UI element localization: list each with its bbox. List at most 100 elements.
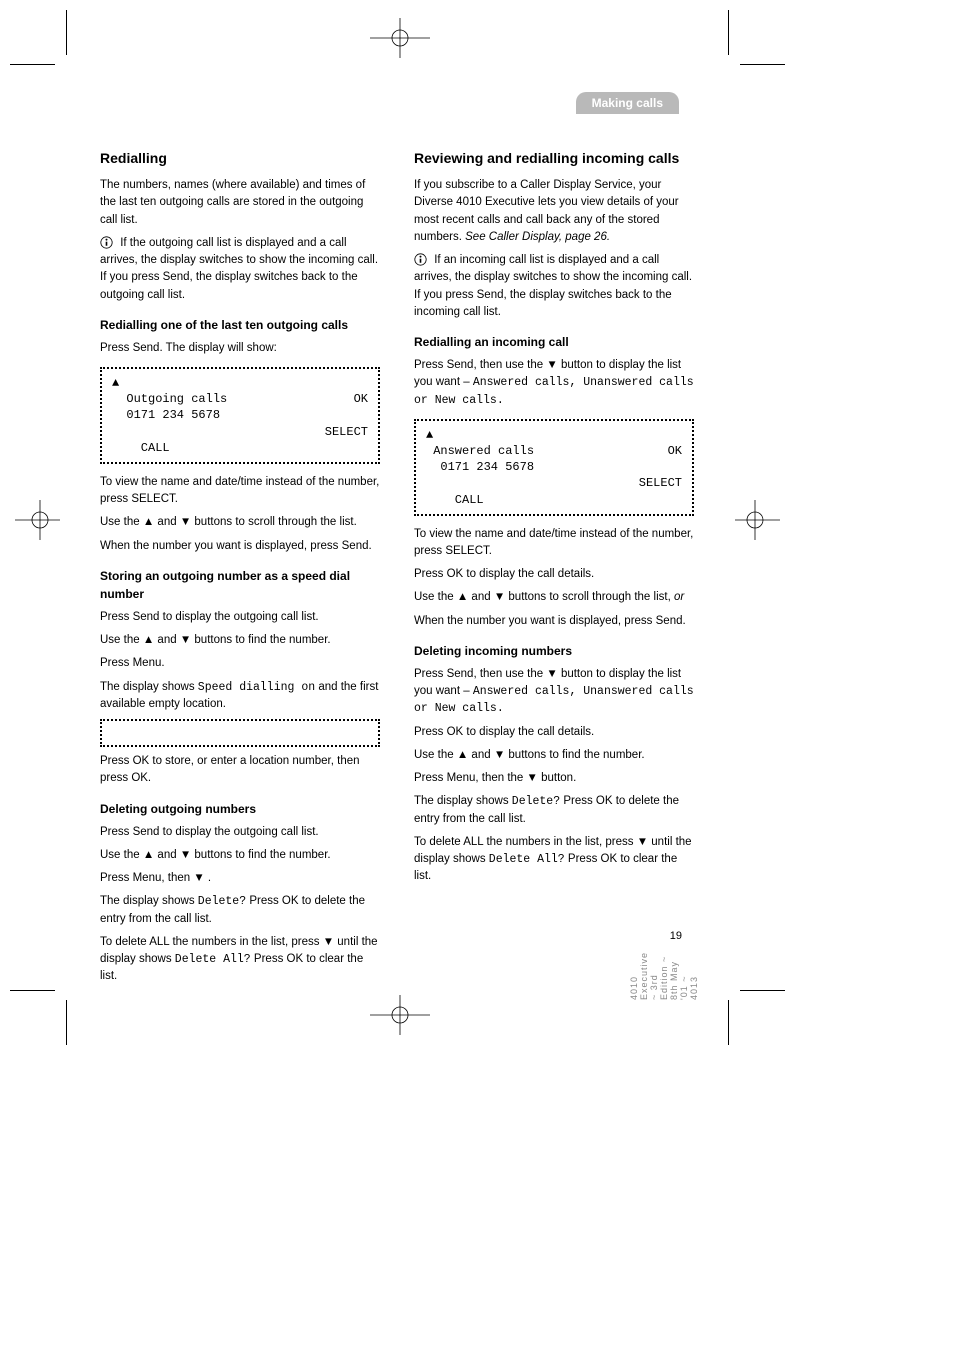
lcd-answered: ▲ Answered calls OK 0171 234 5678 SELECT… <box>414 419 694 516</box>
down-icon: ▼ <box>494 591 505 603</box>
down-icon: ▼ <box>494 749 505 761</box>
incoming-intro: If you subscribe to a Caller Display Ser… <box>414 177 694 246</box>
up-icon: ▲ <box>143 634 154 646</box>
info-icon <box>100 236 113 249</box>
step-view-name-2: To view the name and date/time instead o… <box>414 526 694 561</box>
step-delete-prompt-1: The display shows Delete? Press OK to de… <box>100 893 380 928</box>
sub-delete-incoming: Deleting incoming numbers <box>414 642 694 660</box>
crop-bl-h <box>10 990 55 991</box>
incoming-note: If an incoming call list is displayed an… <box>414 252 694 321</box>
see-caller-display: See Caller Display, page 26. <box>465 231 610 243</box>
step-scroll-5: Use the ▲ and ▼ buttons to find the numb… <box>414 747 694 764</box>
up-icon: ▲ <box>143 516 154 528</box>
lcd-outgoing-select: SELECT <box>325 424 368 440</box>
redial-intro: The numbers, names (where available) and… <box>100 177 380 229</box>
down-icon: ▼ <box>546 359 557 371</box>
content-columns: Redialling The numbers, names (where ava… <box>100 130 864 992</box>
incoming-note-text: If an incoming call list is displayed an… <box>414 254 692 318</box>
lcd-answered-call: CALL <box>426 492 682 508</box>
lcd-answered-row3: SELECT <box>426 475 682 491</box>
right-column: Reviewing and redialling incoming calls … <box>414 130 694 992</box>
down-icon: ▼ <box>546 668 557 680</box>
lcd-outgoing-number: 0171 234 5678 <box>112 407 368 423</box>
sub-store-speeddial: Storing an outgoing number as a speed di… <box>100 567 380 603</box>
crop-tr-h <box>740 64 785 65</box>
step-delete-all-1: To delete ALL the numbers in the list, p… <box>100 934 380 986</box>
step-press-menu-1: Press Menu. <box>100 655 380 672</box>
crop-tl-v <box>66 10 67 55</box>
down-icon: ▼ <box>180 849 191 861</box>
crop-tl-h <box>10 64 55 65</box>
crop-bl-v <box>66 1000 67 1045</box>
crop-tr-v <box>728 10 729 55</box>
section-tab: Making calls <box>576 92 679 114</box>
info-icon <box>414 253 427 266</box>
lcd-answered-row1: Answered calls OK <box>426 443 682 459</box>
up-icon: ▲ <box>457 591 468 603</box>
lcd-outgoing-row1: Outgoing calls OK <box>112 391 368 407</box>
lcd-outgoing: ▲ Outgoing calls OK 0171 234 5678 SELECT… <box>100 367 380 464</box>
redial-note: If the outgoing call list is displayed a… <box>100 235 380 304</box>
delete-all-label: Delete All? <box>175 953 251 966</box>
page: Making calls Redialling The numbers, nam… <box>0 0 954 1000</box>
step-press-send-5: When the number you want is displayed, p… <box>414 613 694 630</box>
down-icon: ▼ <box>180 516 191 528</box>
delete-label: Delete? <box>198 895 246 908</box>
step-delete-prompt-2: The display shows Delete? Press OK to de… <box>414 793 694 828</box>
step-ok-store: Press OK to store, or enter a location n… <box>100 753 380 788</box>
delete-all-label-2: Delete All? <box>489 853 565 866</box>
step-ok-details: Press OK to display the call details. <box>414 566 694 583</box>
step-view-name: To view the name and date/time instead o… <box>100 474 380 509</box>
speed-dial-label: Speed dialling on <box>198 681 315 694</box>
step-press-send-4: Press Send to display the outgoing call … <box>100 824 380 841</box>
sub-redial-incoming: Redialling an incoming call <box>414 333 694 351</box>
up-icon: ▲ <box>457 749 468 761</box>
step-ok-details-2: Press OK to display the call details. <box>414 724 694 741</box>
lcd-outgoing-ok: OK <box>354 391 368 407</box>
down-icon: ▼ <box>527 772 538 784</box>
lcd-answered-arrow: ▲ <box>426 427 682 443</box>
reg-mark-top <box>370 18 430 58</box>
lcd-answered-number: 0171 234 5678 <box>426 459 682 475</box>
step-speeddial-shown: The display shows Speed dialling on and … <box>100 679 380 714</box>
step-press-send-2: When the number you want is displayed, p… <box>100 538 380 555</box>
left-column: Redialling The numbers, names (where ava… <box>100 130 380 992</box>
lcd-empty-location <box>100 719 380 747</box>
step-menu-down-2: Press Menu, then the ▼ button. <box>414 770 694 787</box>
delete-label-2: Delete? <box>512 795 560 808</box>
step-press-send-list-2: Press Send, then use the ▼ button to dis… <box>414 666 694 718</box>
lcd-outgoing-title: Outgoing calls <box>112 391 227 407</box>
step-scroll-2: Use the ▲ and ▼ buttons to find the numb… <box>100 632 380 649</box>
sub-delete-outgoing: Deleting outgoing numbers <box>100 800 380 818</box>
down-icon: ▼ <box>323 936 334 948</box>
step-menu-down: Press Menu, then ▼ . <box>100 870 380 887</box>
down-icon: ▼ <box>180 634 191 646</box>
lcd-outgoing-row3: SELECT <box>112 424 368 440</box>
footer-edition-note: 4010 Executive ~ 3rd Edition ~ 8th May '… <box>629 950 699 1000</box>
heading-incoming: Reviewing and redialling incoming calls <box>414 148 694 169</box>
lcd-outgoing-call: CALL <box>112 440 368 456</box>
step-press-send-3: Press Send to display the outgoing call … <box>100 609 380 626</box>
lcd-answered-ok: OK <box>668 443 682 459</box>
lcd-outgoing-arrow: ▲ <box>112 375 368 391</box>
crop-br-v <box>728 1000 729 1045</box>
reg-mark-right <box>735 500 780 540</box>
sub-redial-last10: Redialling one of the last ten outgoing … <box>100 316 380 334</box>
down-icon: ▼ <box>193 872 204 884</box>
lcd-answered-title: Answered calls <box>426 443 534 459</box>
page-number: 19 <box>670 930 682 942</box>
heading-redialling: Redialling <box>100 148 380 169</box>
step-press-send-list: Press Send, then use the ▼ button to dis… <box>414 357 694 409</box>
up-icon: ▲ <box>143 849 154 861</box>
step-press-send-1: Press Send. The display will show: <box>100 340 380 357</box>
reg-mark-left <box>15 500 60 540</box>
step-scroll-3: Use the ▲ and ▼ buttons to find the numb… <box>100 847 380 864</box>
redial-note-text: If the outgoing call list is displayed a… <box>100 237 378 301</box>
step-scroll-4: Use the ▲ and ▼ buttons to scroll throug… <box>414 589 694 606</box>
reg-mark-bottom <box>370 995 430 1035</box>
step-delete-all-2: To delete ALL the numbers in the list, p… <box>414 834 694 886</box>
step-scroll-1: Use the ▲ and ▼ buttons to scroll throug… <box>100 514 380 531</box>
down-icon: ▼ <box>637 836 648 848</box>
crop-br-h <box>740 990 785 991</box>
lcd-answered-select: SELECT <box>639 475 682 491</box>
